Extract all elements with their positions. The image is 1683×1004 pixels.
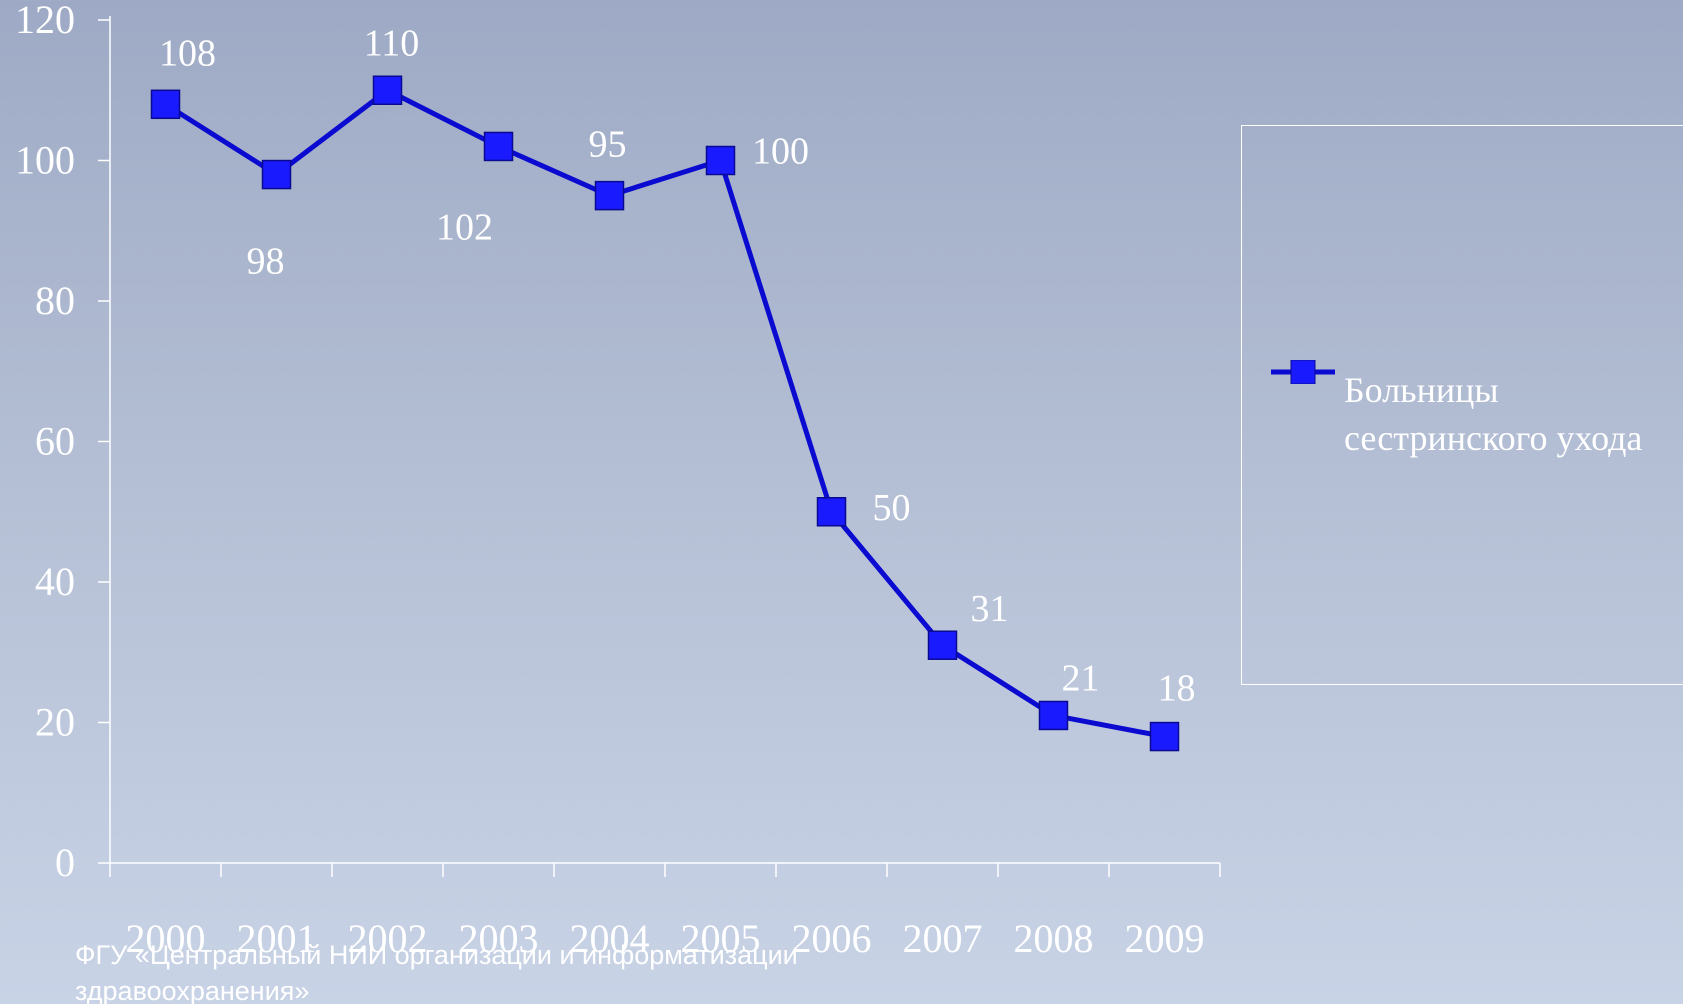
data-label: 50	[873, 487, 911, 529]
x-tick-label: 2001	[237, 916, 317, 961]
chart-axes	[98, 16, 1221, 877]
data-point-marker	[1149, 721, 1180, 752]
x-tick-label: 2007	[903, 916, 983, 961]
data-labels: 108 98 110 102 95 100 50 31 21 18	[159, 22, 1196, 709]
x-tick-label: 2009	[1125, 916, 1205, 961]
y-tick-label: 120	[15, 0, 75, 42]
data-point-marker	[705, 145, 736, 176]
y-tick-label: 80	[35, 278, 75, 323]
x-tick-label: 2000	[126, 916, 206, 961]
data-label: 18	[1158, 668, 1196, 710]
data-label: 98	[247, 241, 285, 283]
footer-line-2: здравоохранения»	[75, 976, 310, 1004]
legend: Больницы сестринского ухода	[1241, 125, 1683, 685]
data-label: 31	[971, 588, 1009, 630]
y-tick-label: 0	[55, 840, 75, 885]
data-point-marker	[150, 89, 181, 120]
data-label: 100	[752, 131, 809, 173]
legend-marker-icon	[1271, 360, 1335, 384]
x-tick-label: 2006	[792, 916, 872, 961]
footer-text: ФГУ «Центральный НИИ организации и инфор…	[75, 937, 975, 1004]
data-point-marker	[927, 630, 958, 660]
data-point-marker	[483, 131, 514, 162]
y-axis-tick-labels: 0 20 40 60 80 100 120	[15, 0, 75, 885]
data-point-marker	[594, 180, 625, 211]
data-point-marker	[1038, 700, 1069, 731]
series-markers	[150, 75, 1180, 752]
x-tick-label: 2003	[459, 916, 539, 961]
data-point-marker	[372, 75, 403, 105]
footer-line-1: ФГУ «Центральный НИИ организации и инфор…	[75, 940, 798, 970]
x-tick-label: 2002	[348, 916, 428, 961]
x-tick-label: 2004	[570, 916, 650, 961]
x-axis-tick-labels: 2000 2001 2002 2003 2004 2005 2006 2007 2008 2009	[126, 916, 1205, 961]
data-label: 21	[1062, 657, 1100, 699]
x-tick-label: 2005	[681, 916, 761, 961]
data-label: 108	[159, 32, 216, 74]
y-tick-label: 20	[35, 700, 75, 745]
series-polyline	[164, 87, 1165, 740]
data-point-marker	[816, 497, 847, 527]
data-label: 95	[589, 124, 627, 166]
legend-label: Больницы сестринского ухода	[1344, 370, 1643, 458]
y-tick-label: 100	[15, 138, 75, 183]
y-tick-label: 60	[35, 419, 75, 464]
series-line	[164, 87, 1165, 740]
y-tick-label: 40	[35, 559, 75, 604]
data-label: 102	[436, 206, 493, 248]
x-tick-label: 2008	[1014, 916, 1094, 961]
data-label: 110	[364, 22, 420, 64]
data-point-marker	[261, 159, 292, 190]
